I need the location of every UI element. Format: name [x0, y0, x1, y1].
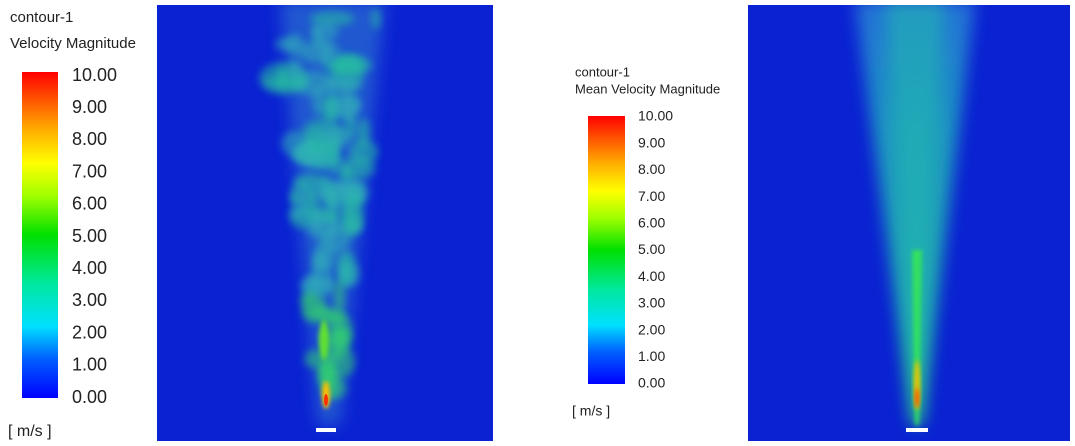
- unit-label: [ m/s ]: [8, 423, 52, 440]
- colorbar-label: 4.00: [638, 268, 665, 284]
- colorbar-label: 7.00: [638, 188, 665, 204]
- colorbar-label: 3.00: [72, 290, 107, 310]
- plume-eddy: [341, 206, 361, 237]
- plume-eddy: [290, 190, 302, 206]
- plume-core: [319, 320, 329, 360]
- plume-eddy: [281, 131, 307, 156]
- legend-title: contour-1: [575, 64, 630, 79]
- plume-eddy: [302, 293, 322, 324]
- legend-variable: Velocity Magnitude: [10, 35, 136, 52]
- colorbar-label: 9.00: [72, 97, 107, 117]
- legend-variable: Mean Velocity Magnitude: [575, 81, 720, 96]
- colorbar: [588, 116, 625, 384]
- colorbar-label: 9.00: [638, 134, 665, 150]
- colorbar-label: 4.00: [72, 258, 107, 278]
- colorbar-label: 0.00: [72, 387, 107, 407]
- colorbar-label: 1.00: [638, 348, 665, 364]
- colorbar: [22, 72, 58, 398]
- colorbar-label: 0.00: [638, 375, 665, 391]
- mean-velocity-plume: [855, 5, 975, 425]
- plume-eddy: [336, 327, 350, 348]
- colorbar-label: 7.00: [72, 161, 107, 181]
- nozzle: [906, 428, 928, 432]
- colorbar-label: 1.00: [72, 355, 107, 375]
- plume-core: [324, 394, 328, 406]
- colorbar-label: 2.00: [638, 321, 665, 337]
- plume-eddy: [304, 349, 324, 369]
- plume-eddy: [312, 86, 325, 117]
- plume-eddy: [293, 173, 325, 191]
- colorbar-label: 10.00: [638, 108, 673, 124]
- plume-eddy: [323, 269, 332, 293]
- plume-eddy: [338, 250, 357, 285]
- colorbar-label: 6.00: [72, 194, 107, 214]
- colorbar-label: 8.00: [72, 129, 107, 149]
- colorbar-label: 6.00: [638, 215, 665, 231]
- plume-eddy: [351, 97, 361, 112]
- colorbar-label: 8.00: [638, 161, 665, 177]
- colorbar-label: 3.00: [638, 295, 665, 311]
- colorbar-label: 5.00: [638, 241, 665, 257]
- plume-eddy: [288, 59, 302, 79]
- colorbar-label: 2.00: [72, 322, 107, 342]
- plume-eddy: [371, 8, 381, 30]
- plume-eddy: [316, 249, 329, 271]
- colorbar-label: 10.00: [72, 65, 117, 85]
- colorbar-label: 5.00: [72, 226, 107, 246]
- plume-eddy: [302, 277, 324, 298]
- unit-label: [ m/s ]: [572, 403, 610, 419]
- plume-eddy: [316, 295, 326, 320]
- plume-eddy: [334, 279, 345, 315]
- velocity-plume: [259, 5, 385, 425]
- plume-eddy: [321, 126, 353, 148]
- plume-eddy: [314, 180, 348, 203]
- nozzle: [316, 428, 336, 432]
- plume-eddy: [331, 54, 364, 75]
- plume-eddy: [321, 96, 338, 123]
- plume-eddy: [313, 25, 322, 49]
- plume-eddy: [356, 118, 371, 147]
- plume-eddy: [338, 157, 376, 180]
- legend-title: contour-1: [10, 9, 73, 26]
- plume-eddy: [298, 40, 341, 64]
